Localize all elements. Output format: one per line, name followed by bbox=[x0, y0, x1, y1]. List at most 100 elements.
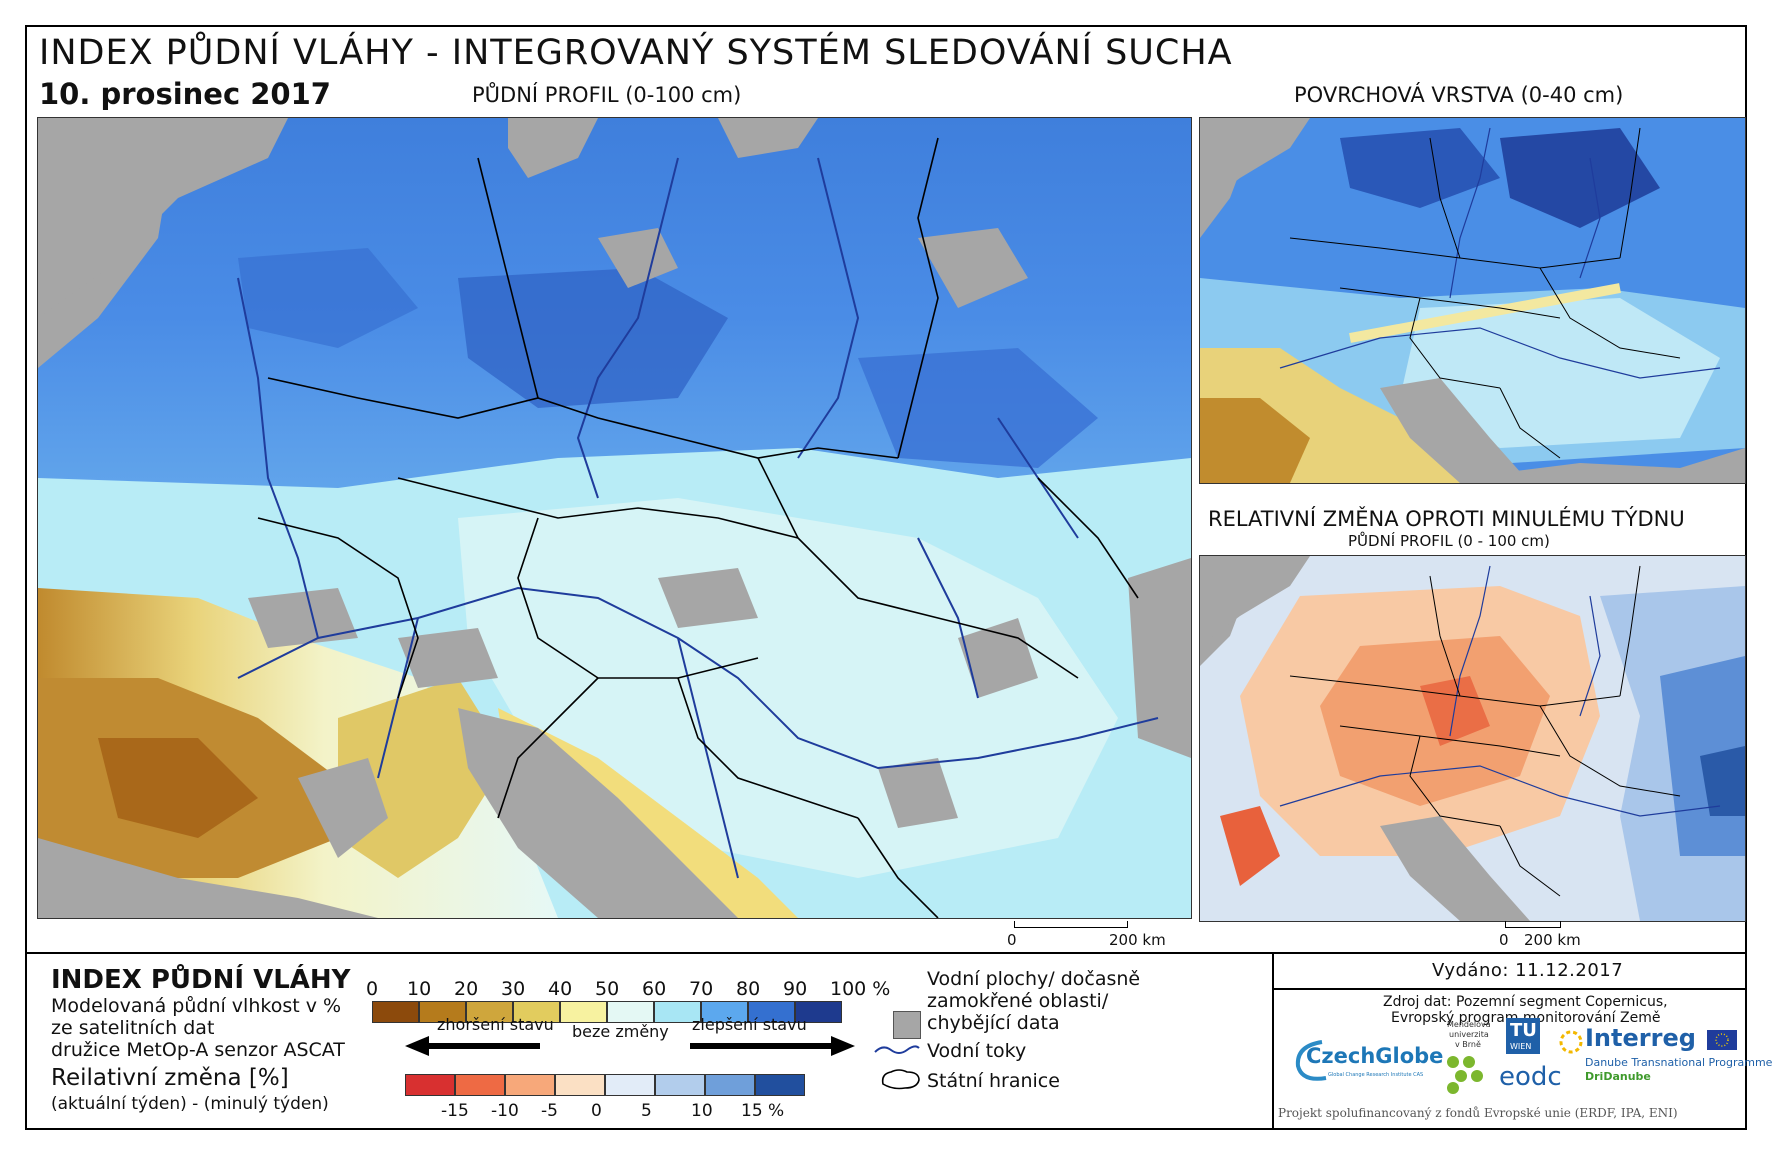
sheet-date: 10. prosinec 2017 bbox=[39, 77, 331, 111]
index-tick-label: 10 bbox=[407, 978, 432, 1000]
issued-divider bbox=[1274, 988, 1745, 990]
index-desc-line-2: ze satelitních dat bbox=[51, 1017, 215, 1039]
relative-change-map bbox=[1199, 555, 1746, 922]
change-direction-arrows bbox=[405, 1036, 855, 1056]
border-outline-icon bbox=[881, 1069, 920, 1090]
change-color-swatch bbox=[405, 1074, 455, 1096]
arrow-left-icon bbox=[405, 1036, 540, 1056]
change-tick-label: 10 bbox=[691, 1101, 713, 1121]
water-label-line-3: chybějící data bbox=[927, 1012, 1060, 1034]
index-desc-line-3: družice MetOp-A senzor ASCAT bbox=[51, 1039, 345, 1061]
arrow-neutral-label: beze změny bbox=[572, 1022, 669, 1041]
mendel-dots-icon bbox=[1447, 1056, 1483, 1094]
index-color-swatch bbox=[607, 1001, 654, 1023]
rivers-label: Vodní toky bbox=[927, 1040, 1027, 1062]
index-color-swatch bbox=[419, 1001, 466, 1023]
index-tick-label: 60 bbox=[642, 978, 667, 1000]
interreg-logo: Interreg Danube Transnational Programme … bbox=[1557, 1022, 1772, 1102]
change-tick-label: -15 bbox=[441, 1101, 469, 1121]
main-map-graphic bbox=[38, 118, 1191, 918]
change-color-swatch bbox=[605, 1074, 655, 1096]
index-color-swatch bbox=[560, 1001, 607, 1023]
index-tick-label: 80 bbox=[736, 978, 761, 1000]
change-tick-label: -5 bbox=[541, 1101, 558, 1121]
tu-text: TU bbox=[1510, 1020, 1537, 1041]
river-line-icon bbox=[874, 1045, 920, 1054]
tu-wien-logo: TU WIEN bbox=[1506, 1018, 1540, 1054]
small-scale-bar bbox=[1505, 921, 1561, 928]
main-map-label: PŮDNÍ PROFIL (0-100 cm) bbox=[472, 83, 742, 107]
main-scale-zero: 0 bbox=[1007, 931, 1017, 949]
mendel-logo: Mendelova univerzita v Brně bbox=[1443, 1020, 1503, 1100]
main-scale-end: 200 km bbox=[1109, 931, 1166, 949]
surface-map-graphic bbox=[1200, 118, 1745, 483]
change-color-swatch bbox=[705, 1074, 755, 1096]
index-color-swatch bbox=[701, 1001, 748, 1023]
index-color-swatch bbox=[513, 1001, 560, 1023]
czechglobe-text: CzechGlobe bbox=[1306, 1044, 1444, 1068]
index-tick-label: 40 bbox=[548, 978, 573, 1000]
change-map-sublabel: PŮDNÍ PROFIL (0 - 100 cm) bbox=[1348, 532, 1550, 550]
index-tick-label: 20 bbox=[454, 978, 479, 1000]
change-tick-label: -10 bbox=[491, 1101, 519, 1121]
arrow-worse-label: zhoršení stavu bbox=[437, 1015, 554, 1034]
index-tick-label: 90 bbox=[783, 978, 808, 1000]
change-tick-label: 5 bbox=[641, 1101, 652, 1121]
index-tick-label: 100 % bbox=[830, 978, 891, 1000]
interreg-subtext: Danube Transnational Programme bbox=[1585, 1056, 1772, 1069]
surface-layer-map bbox=[1199, 117, 1746, 484]
interreg-text: Interreg bbox=[1585, 1024, 1696, 1052]
index-color-swatch bbox=[372, 1001, 419, 1023]
mendel-line-2: univerzita bbox=[1449, 1030, 1489, 1039]
dridanube-text: DriDanube bbox=[1585, 1070, 1651, 1083]
small-scale-end: 200 km bbox=[1524, 931, 1581, 949]
change-color-swatch bbox=[755, 1074, 805, 1096]
issued-date: Vydáno: 11.12.2017 bbox=[1432, 960, 1624, 981]
index-legend-title: INDEX PŮDNÍ VLÁHY bbox=[51, 965, 351, 995]
legend-divider bbox=[1272, 954, 1274, 1130]
index-tick-label: 0 bbox=[366, 978, 379, 1000]
change-color-swatch bbox=[505, 1074, 555, 1096]
arrow-better-label: zlepšení stavu bbox=[692, 1015, 807, 1034]
mendel-line-1: Mendelova bbox=[1447, 1020, 1491, 1029]
index-color-swatch bbox=[795, 1001, 842, 1023]
czechglobe-logo: CzechGlobe Global Change Research Instit… bbox=[1292, 1034, 1443, 1090]
change-legend-title: Reilativní změna [%] bbox=[51, 1065, 289, 1091]
index-color-swatch bbox=[748, 1001, 795, 1023]
interreg-flower-icon bbox=[1559, 1030, 1583, 1054]
index-tick-label: 50 bbox=[595, 978, 620, 1000]
index-color-swatch bbox=[654, 1001, 701, 1023]
change-color-swatch bbox=[555, 1074, 605, 1096]
arrow-right-icon bbox=[690, 1036, 855, 1056]
change-color-swatch bbox=[455, 1074, 505, 1096]
map-sheet: INDEX PŮDNÍ VLÁHY - INTEGROVANÝ SYSTÉM S… bbox=[25, 25, 1772, 1130]
eu-flag-icon bbox=[1707, 1030, 1737, 1050]
borders-label: Státní hranice bbox=[927, 1070, 1060, 1092]
source-line-1: Zdroj dat: Pozemní segment Copernicus, bbox=[1383, 994, 1668, 1010]
czechglobe-subtext: Global Change Research Institute CAS bbox=[1328, 1072, 1424, 1078]
eodc-logo: eodc bbox=[1499, 1062, 1562, 1092]
index-desc-line-1: Modelovaná půdní vlhkost v % bbox=[51, 995, 342, 1017]
water-label-line-1: Vodní plochy/ dočasně bbox=[927, 968, 1141, 990]
change-color-swatch bbox=[655, 1074, 705, 1096]
project-note: Projekt spolufinancovaný z fondů Evropsk… bbox=[1278, 1106, 1678, 1120]
legend-panel: INDEX PŮDNÍ VLÁHY Modelovaná půdní vlhko… bbox=[27, 952, 1772, 1130]
mendel-line-3: v Brně bbox=[1455, 1040, 1481, 1049]
change-map-label: RELATIVNÍ ZMĚNA OPROTI MINULÉMU TÝDNU bbox=[1208, 507, 1685, 531]
change-legend-desc: (aktuální týden) - (minulý týden) bbox=[51, 1094, 329, 1114]
czechglobe-swoosh-icon bbox=[1295, 1040, 1327, 1081]
surface-map-label: POVRCHOVÁ VRSTVA (0-40 cm) bbox=[1294, 83, 1624, 107]
main-soil-moisture-map bbox=[37, 117, 1192, 919]
index-color-swatch bbox=[466, 1001, 513, 1023]
main-scale-bar bbox=[1014, 921, 1128, 928]
change-map-graphic bbox=[1200, 556, 1745, 921]
index-tick-label: 30 bbox=[501, 978, 526, 1000]
sheet-title: INDEX PŮDNÍ VLÁHY - INTEGROVANÝ SYSTÉM S… bbox=[39, 33, 1233, 73]
index-tick-label: 70 bbox=[689, 978, 714, 1000]
small-scale-zero: 0 bbox=[1499, 931, 1509, 949]
water-label-line-2: zamokřené oblasti/ bbox=[927, 990, 1109, 1012]
wien-text: WIEN bbox=[1510, 1042, 1532, 1051]
water-missing-swatch bbox=[893, 1011, 921, 1039]
change-tick-label: 15 % bbox=[741, 1101, 785, 1121]
change-tick-label: 0 bbox=[591, 1101, 602, 1121]
